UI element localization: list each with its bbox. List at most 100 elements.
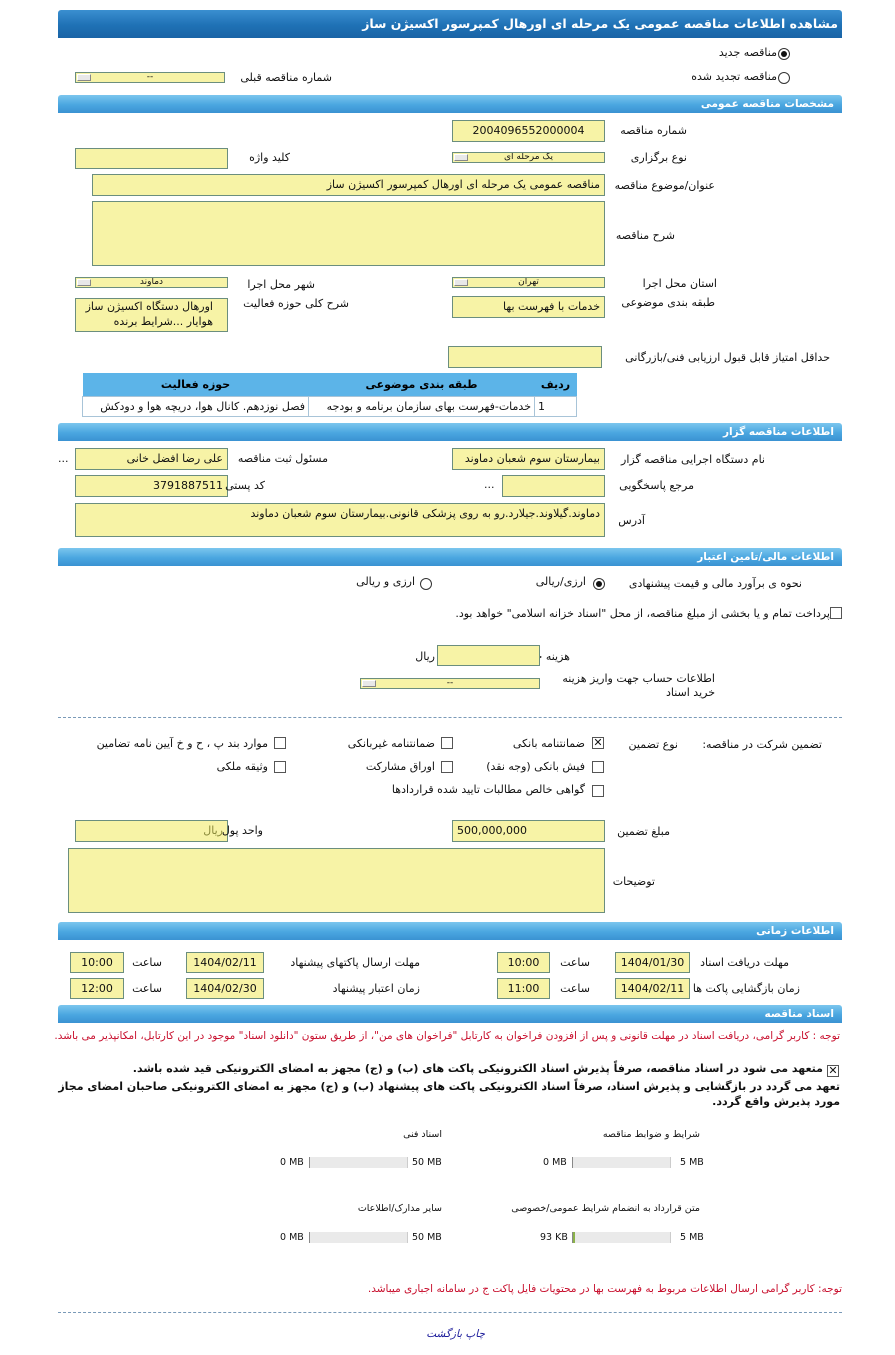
bank-guarantee-checkbox[interactable]: ✕ <box>592 736 604 749</box>
submit-deadline-date[interactable]: 1404/02/11 <box>186 952 264 973</box>
description-label: شرح مناقصه <box>615 229 675 242</box>
city-select[interactable]: دماوند <box>75 277 228 288</box>
nonbank-guarantee-label: ضمانتنامه غیربانکی <box>347 737 435 750</box>
section-timing: اطلاعات زمانی <box>58 922 842 940</box>
responsible-field[interactable]: علی رضا افضل خانی <box>75 448 228 470</box>
footer-links: چاپ بازگشت <box>426 1328 485 1340</box>
notes-field[interactable] <box>68 848 605 913</box>
doc-deadline-label: مهلت دریافت اسناد <box>700 956 789 969</box>
section-documents: اسناد مناقصه <box>58 1005 842 1023</box>
guarantee-amount-field[interactable]: 500,000,000 <box>452 820 605 842</box>
property-collateral-checkbox[interactable] <box>274 761 286 773</box>
validity-date[interactable]: 1404/02/30 <box>186 978 264 999</box>
guarantee-amount-label: مبلغ تضمین <box>617 825 670 838</box>
guarantee-type-label: نوع تضمین <box>628 738 678 751</box>
dropdown-button[interactable] <box>77 279 91 286</box>
file-size: 0 MB <box>543 1157 567 1168</box>
print-link[interactable]: چاپ <box>465 1328 485 1340</box>
time-label: ساعت <box>132 956 162 969</box>
commit-text: متعهد می شود در اسناد مناقصه، صرفاً پذیر… <box>132 1062 823 1075</box>
file-usage-bar <box>572 1232 671 1243</box>
min-score-field[interactable] <box>448 346 602 368</box>
subject-field[interactable]: مناقصه عمومی یک مرحله ای اورهال کمپرسور … <box>92 174 605 196</box>
regulation-items-checkbox[interactable] <box>274 737 286 749</box>
commit-checkbox[interactable]: ✕ <box>827 1064 839 1077</box>
time-label: ساعت <box>132 982 162 995</box>
currency-field[interactable]: ریال <box>75 820 228 842</box>
opening-time[interactable]: 11:00 <box>497 978 550 999</box>
validity-label: زمان اعتبار پیشنهاد <box>332 982 420 995</box>
file-usage-bar <box>572 1157 671 1168</box>
back-link[interactable]: بازگشت <box>426 1328 463 1340</box>
city-value: دماوند <box>139 277 164 287</box>
description-field[interactable] <box>92 201 605 266</box>
doc-cost-field[interactable] <box>437 645 540 666</box>
province-select[interactable]: تهران <box>452 277 605 288</box>
guarantee-label: تضمین شرکت در مناقصه: <box>702 738 822 751</box>
doc-deadline-date[interactable]: 1404/01/30 <box>615 952 690 973</box>
postal-code-field[interactable]: 3791887511 <box>75 475 228 497</box>
organization-field[interactable]: بیمارستان سوم شعبان دماوند <box>452 448 605 470</box>
dropdown-button[interactable] <box>362 680 376 687</box>
cell-activity: فصل نوزدهم. کانال هوا، دریچه هوا و دودکش <box>82 396 309 417</box>
account-label: اطلاعات حساب جهت واریز هزینه خرید اسناد <box>562 672 715 699</box>
treasury-checkbox[interactable] <box>830 607 842 619</box>
dropdown-button[interactable] <box>77 74 91 81</box>
notes-label: توضیحات <box>612 875 655 888</box>
province-label: استان محل اجرا <box>642 277 717 290</box>
cash-deposit-label: فیش بانکی (وجه نقد) <box>486 760 585 773</box>
renewed-tender-radio[interactable] <box>778 72 790 84</box>
tender-number-label: شماره مناقصه <box>620 124 687 137</box>
col-category: طبقه بندی موضوعی <box>308 373 535 397</box>
prev-number-value: -- <box>146 72 154 82</box>
file-max: 50 MB <box>412 1232 442 1243</box>
validity-time[interactable]: 12:00 <box>70 978 124 999</box>
nonbank-guarantee-checkbox[interactable] <box>441 737 453 749</box>
file-label: اسناد فنی <box>403 1129 442 1140</box>
file-label: سایر مدارک/اطلاعات <box>357 1203 442 1214</box>
documents-note: توجه : کاربر گرامی، دریافت اسناد در مهلت… <box>54 1030 840 1042</box>
dropdown-button[interactable] <box>454 154 468 161</box>
address-label: آدرس <box>618 514 645 527</box>
dropdown-button[interactable] <box>454 279 468 286</box>
file-size: 93 KB <box>540 1232 568 1243</box>
organization-label: نام دستگاه اجرایی مناقصه گزار <box>621 453 765 466</box>
activity-desc-listbox[interactable]: اورهال دستگاه اکسیژن ساز هوایار ...شرایط… <box>75 298 228 332</box>
keyword-field[interactable] <box>75 148 228 169</box>
bonds-label: اوراق مشارکت <box>365 760 435 773</box>
file-size: 0 MB <box>280 1157 304 1168</box>
doc-cost-unit: ریال <box>415 650 435 663</box>
responsible-label: مسئول ثبت مناقصه <box>237 452 328 465</box>
table-row: 1 خدمات-فهرست بهای سازمان برنامه و بودجه ف… <box>82 396 577 417</box>
responsible-lookup-button[interactable]: ... <box>58 452 69 465</box>
opening-date[interactable]: 1404/02/11 <box>615 978 690 999</box>
address-field[interactable]: دماوند.گیلاوند.جیلارد.رو به روی پزشکی قا… <box>75 503 605 537</box>
prev-number-label: شماره مناقصه قبلی <box>240 71 332 84</box>
doc-deadline-time[interactable]: 10:00 <box>497 952 550 973</box>
cash-deposit-checkbox[interactable] <box>592 761 604 773</box>
divider <box>58 1312 842 1313</box>
rial-label: ارزی/ریالی <box>535 575 586 588</box>
prev-number-select[interactable]: -- <box>75 72 225 83</box>
currency-rial-label: ارزی و ریالی <box>356 575 415 588</box>
tender-number-field[interactable]: 2004096552000004 <box>452 120 605 142</box>
submit-deadline-time[interactable]: 10:00 <box>70 952 124 973</box>
divider <box>58 717 842 718</box>
category-label: طبقه بندی موضوعی <box>621 296 715 309</box>
bonds-checkbox[interactable] <box>441 761 453 773</box>
category-field[interactable]: خدمات با فهرست بها <box>452 296 605 318</box>
currency-rial-radio[interactable] <box>420 578 432 590</box>
file-label: متن قرارداد به انضمام شرایط عمومی/خصوصی <box>511 1203 700 1214</box>
property-collateral-label: وثیقه ملکی <box>216 760 268 773</box>
reference-field[interactable] <box>502 475 605 497</box>
rial-radio[interactable] <box>593 578 605 590</box>
receivables-certificate-checkbox[interactable] <box>592 785 604 797</box>
col-row: ردیف <box>534 373 577 397</box>
holding-type-select[interactable]: یک مرحله ای <box>452 152 605 163</box>
new-tender-radio[interactable] <box>778 48 790 60</box>
section-general: مشخصات مناقصه عمومی <box>58 95 842 113</box>
commit2-text: تعهد می گردد در بازگشایی و پذیرش اسناد، … <box>58 1080 840 1108</box>
account-select[interactable]: -- <box>360 678 540 689</box>
reference-lookup-button[interactable]: ... <box>484 478 495 491</box>
